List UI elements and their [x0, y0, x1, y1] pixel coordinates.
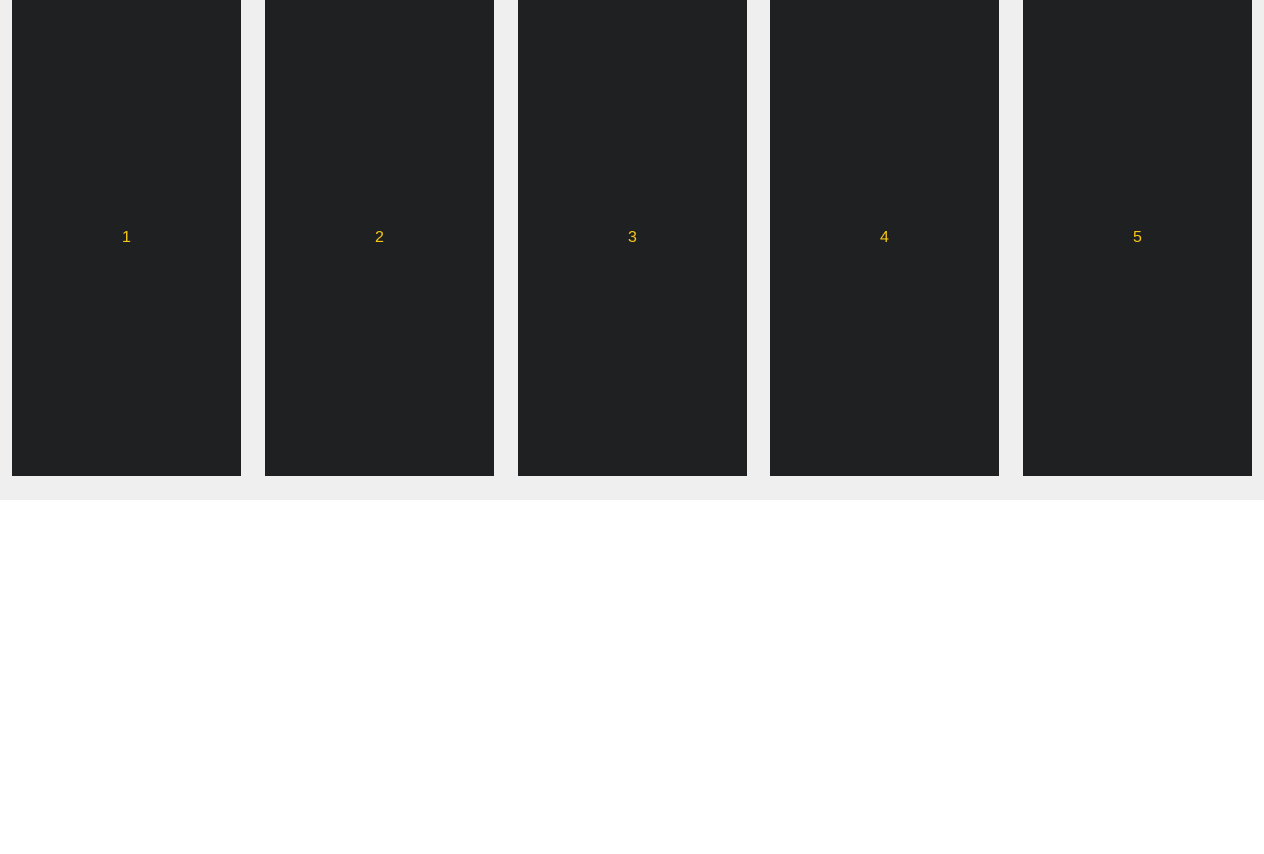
panel-label: 5 — [1133, 229, 1142, 246]
panel-3[interactable]: 3 — [518, 0, 747, 476]
panel-5[interactable]: 5 — [1023, 0, 1252, 476]
panel-label: 4 — [880, 229, 889, 246]
panel-label: 2 — [375, 229, 384, 246]
panel-label: 1 — [122, 229, 131, 246]
panel-2[interactable]: 2 — [265, 0, 494, 476]
panel-strip: 1 2 3 4 5 — [0, 0, 1264, 500]
panel-1[interactable]: 1 — [12, 0, 241, 476]
panel-label: 3 — [628, 229, 637, 246]
panel-4[interactable]: 4 — [770, 0, 999, 476]
